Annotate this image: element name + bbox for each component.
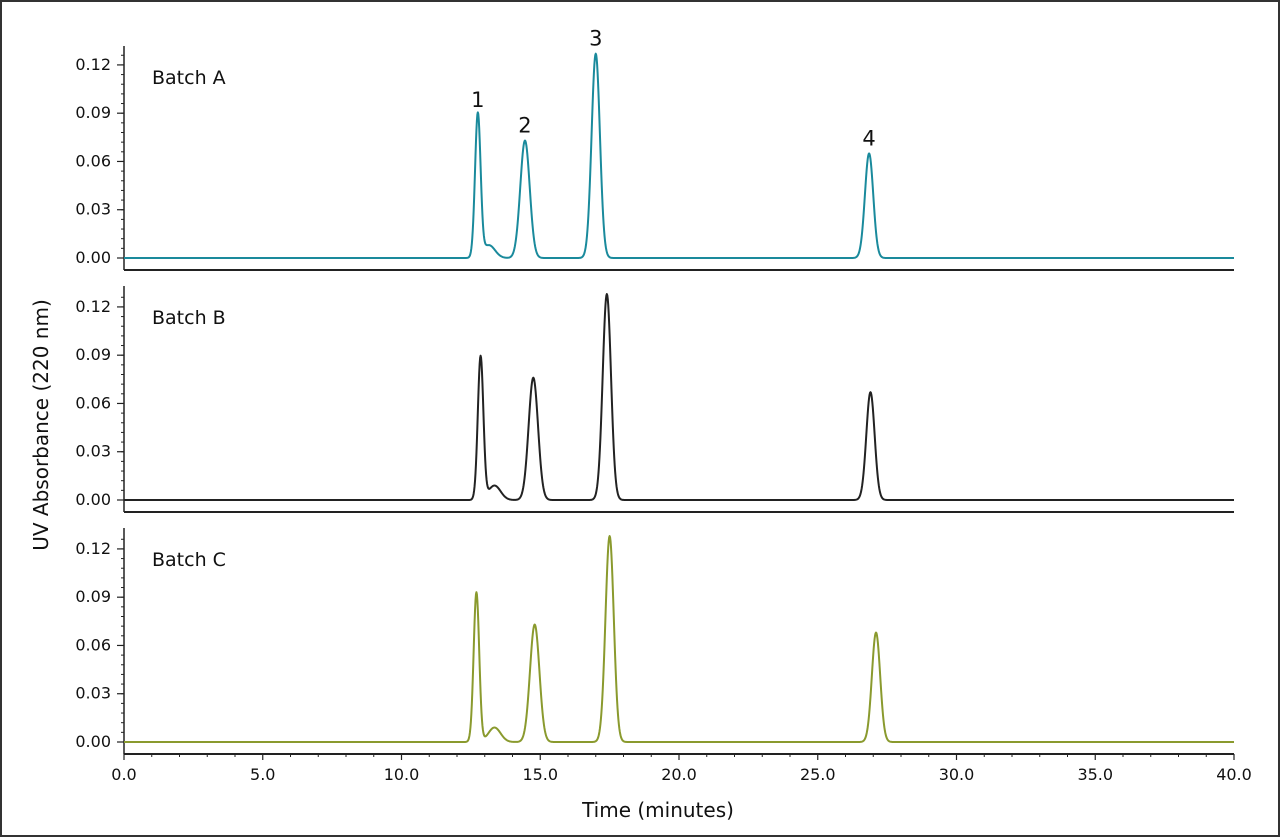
y-tick-label: 0.00 (75, 732, 111, 751)
panel-label: Batch C (152, 549, 226, 571)
panel-2: 0.00 0.03 0.06 0.09 0.12 Batch B (75, 286, 1235, 513)
y-tick-label: 0.03 (75, 684, 111, 703)
panel-label: Batch A (152, 67, 226, 89)
y-tick-label: 0.12 (75, 55, 111, 74)
y-tick-label: 0.06 (75, 151, 111, 170)
panel-1: 0.00 0.03 0.06 0.09 0.12 Batch A 1 2 3 4 (75, 27, 1235, 271)
y-tick-label: 0.12 (75, 297, 111, 316)
trace-line (123, 293, 1235, 501)
trace-line (123, 52, 1235, 259)
x-tick-label: 25.0 (800, 765, 836, 784)
y-tick-label: 0.09 (75, 345, 111, 364)
peak-label: 1 (471, 88, 484, 112)
x-tick-label: 15.0 (522, 765, 558, 784)
y-tick-label: 0.00 (75, 490, 111, 509)
trace-line (123, 535, 1235, 743)
panel-3: 0.00 0.03 0.06 0.09 0.12 Batch C (75, 528, 1235, 755)
y-tick-label: 0.03 (75, 200, 111, 219)
y-tick-label: 0.12 (75, 539, 111, 558)
x-tick-label: 5.0 (250, 765, 275, 784)
x-axis: 0.0 5.0 10.0 15.0 20.0 25.0 30.0 35.0 40.0 (111, 754, 1252, 784)
peak-label: 4 (862, 126, 875, 150)
x-tick-label: 10.0 (384, 765, 420, 784)
peak-label: 2 (518, 114, 531, 138)
y-tick-label: 0.06 (75, 393, 111, 412)
panel-label: Batch B (152, 307, 226, 329)
y-axis-title: UV Absorbance (220 nm) (29, 299, 53, 551)
peak-label: 3 (589, 27, 602, 51)
x-axis-title: Time (minutes) (581, 798, 734, 822)
x-tick-label: 40.0 (1216, 765, 1252, 784)
y-tick-label: 0.06 (75, 635, 111, 654)
y-tick-label: 0.09 (75, 587, 111, 606)
x-tick-label: 20.0 (661, 765, 697, 784)
x-tick-label: 30.0 (939, 765, 975, 784)
x-tick-label: 35.0 (1077, 765, 1113, 784)
y-tick-label: 0.03 (75, 442, 111, 461)
x-tick-label: 0.0 (111, 765, 136, 784)
y-tick-label: 0.00 (75, 248, 111, 267)
y-tick-label: 0.09 (75, 103, 111, 122)
